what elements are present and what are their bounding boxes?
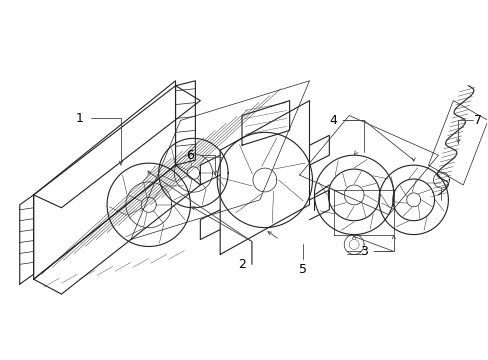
Text: 3: 3 bbox=[359, 245, 367, 258]
Text: 7: 7 bbox=[473, 114, 481, 127]
Text: 4: 4 bbox=[329, 114, 337, 127]
Text: 6: 6 bbox=[186, 149, 194, 162]
Text: 1: 1 bbox=[75, 112, 83, 125]
Text: 2: 2 bbox=[238, 258, 245, 271]
Text: 5: 5 bbox=[298, 263, 306, 276]
